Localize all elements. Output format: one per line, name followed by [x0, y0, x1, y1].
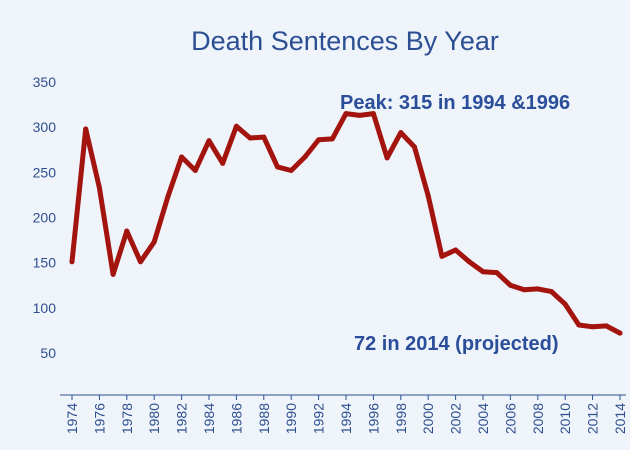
- data-point-2014: [617, 330, 623, 336]
- x-tick-label: 2010: [557, 403, 573, 434]
- data-point-1982: [179, 154, 185, 160]
- data-point-1974: [69, 259, 75, 265]
- data-point-1990: [288, 168, 294, 174]
- data-point-2003: [466, 259, 472, 265]
- x-tick-label: 2008: [530, 403, 546, 434]
- data-point-2012: [590, 324, 596, 330]
- data-point-2004: [480, 269, 486, 275]
- x-tick-label: 1998: [393, 403, 409, 434]
- data-point-2013: [603, 323, 609, 329]
- data-point-1994: [343, 111, 349, 117]
- data-point-1997: [384, 155, 390, 161]
- data-point-1986: [233, 123, 239, 129]
- data-point-1999: [412, 144, 417, 150]
- x-tick-label: 2014: [612, 403, 628, 434]
- data-point-1976: [96, 185, 102, 191]
- x-tick-label: 2004: [475, 403, 491, 434]
- x-axis-ticks: 1974 1976 1978 1980 1982 1984 1986 1988 1990 1992…: [64, 395, 628, 434]
- data-point-1980: [151, 239, 157, 245]
- chart-title: Death Sentences By Year: [191, 26, 499, 56]
- annotation-2014: 72 in 2014 (projected): [354, 333, 559, 355]
- data-point-2011: [576, 322, 582, 328]
- data-point-1983: [192, 168, 198, 174]
- y-tick-label: 250: [33, 164, 57, 180]
- data-point-2008: [535, 286, 541, 292]
- annotation-peak: Peak: 315 in 1994 &1996: [340, 92, 570, 114]
- data-point-1988: [261, 134, 267, 140]
- data-point-1975: [83, 126, 89, 132]
- y-tick-label: 300: [33, 119, 57, 135]
- y-tick-label: 350: [33, 74, 57, 90]
- data-point-1978: [124, 228, 130, 234]
- data-point-2002: [453, 247, 459, 253]
- x-tick-label: 2002: [448, 403, 464, 434]
- x-tick-label: 1978: [119, 403, 135, 434]
- data-point-1991: [302, 154, 308, 160]
- x-tick-label: 1982: [174, 403, 190, 434]
- y-tick-label: 100: [33, 300, 57, 316]
- x-tick-label: 1992: [311, 403, 327, 434]
- data-point-2006: [507, 282, 513, 288]
- x-tick-label: 1994: [338, 403, 354, 434]
- x-tick-label: 1976: [91, 403, 107, 434]
- x-tick-label: 2012: [585, 403, 601, 434]
- data-point-1984: [206, 138, 212, 144]
- data-point-2009: [549, 289, 554, 295]
- data-point-1992: [316, 137, 322, 143]
- y-tick-label: 50: [40, 345, 56, 361]
- x-tick-label: 1988: [256, 403, 272, 434]
- data-point-2001: [439, 253, 445, 259]
- x-tick-label: 2006: [502, 403, 518, 434]
- y-tick-label: 200: [33, 210, 57, 226]
- data-point-1985: [220, 160, 226, 166]
- data-point-1977: [110, 271, 116, 277]
- series-line-death-sentences: [69, 111, 623, 336]
- y-tick-label: 150: [33, 255, 57, 271]
- data-point-1989: [275, 164, 280, 170]
- x-tick-label: 1996: [365, 403, 381, 434]
- series-points: [69, 111, 623, 336]
- data-point-1993: [329, 136, 335, 142]
- y-axis-ticks: 50 100 150 200 250 300 350: [33, 74, 57, 361]
- data-point-1995: [357, 112, 363, 118]
- data-point-2007: [521, 287, 527, 293]
- x-tick-label: 1984: [201, 403, 217, 434]
- x-tick-label: 1980: [146, 403, 162, 434]
- x-tick-label: 1986: [228, 403, 244, 434]
- data-point-1979: [138, 259, 143, 265]
- data-point-1996: [370, 111, 376, 117]
- x-tick-label: 1974: [64, 403, 80, 434]
- data-point-1981: [165, 194, 171, 200]
- data-point-2000: [425, 193, 431, 199]
- x-tick-label: 2000: [420, 403, 436, 434]
- data-point-1998: [398, 130, 404, 136]
- data-point-2005: [494, 270, 500, 276]
- data-point-1987: [247, 135, 253, 141]
- x-tick-label: 1990: [283, 403, 299, 434]
- data-point-2010: [562, 301, 568, 307]
